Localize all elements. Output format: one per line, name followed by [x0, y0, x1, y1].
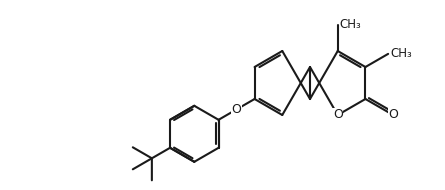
Text: O: O: [333, 108, 343, 121]
Text: CH₃: CH₃: [390, 47, 412, 60]
Text: O: O: [232, 103, 242, 116]
Text: O: O: [388, 108, 398, 121]
Text: CH₃: CH₃: [340, 18, 361, 31]
